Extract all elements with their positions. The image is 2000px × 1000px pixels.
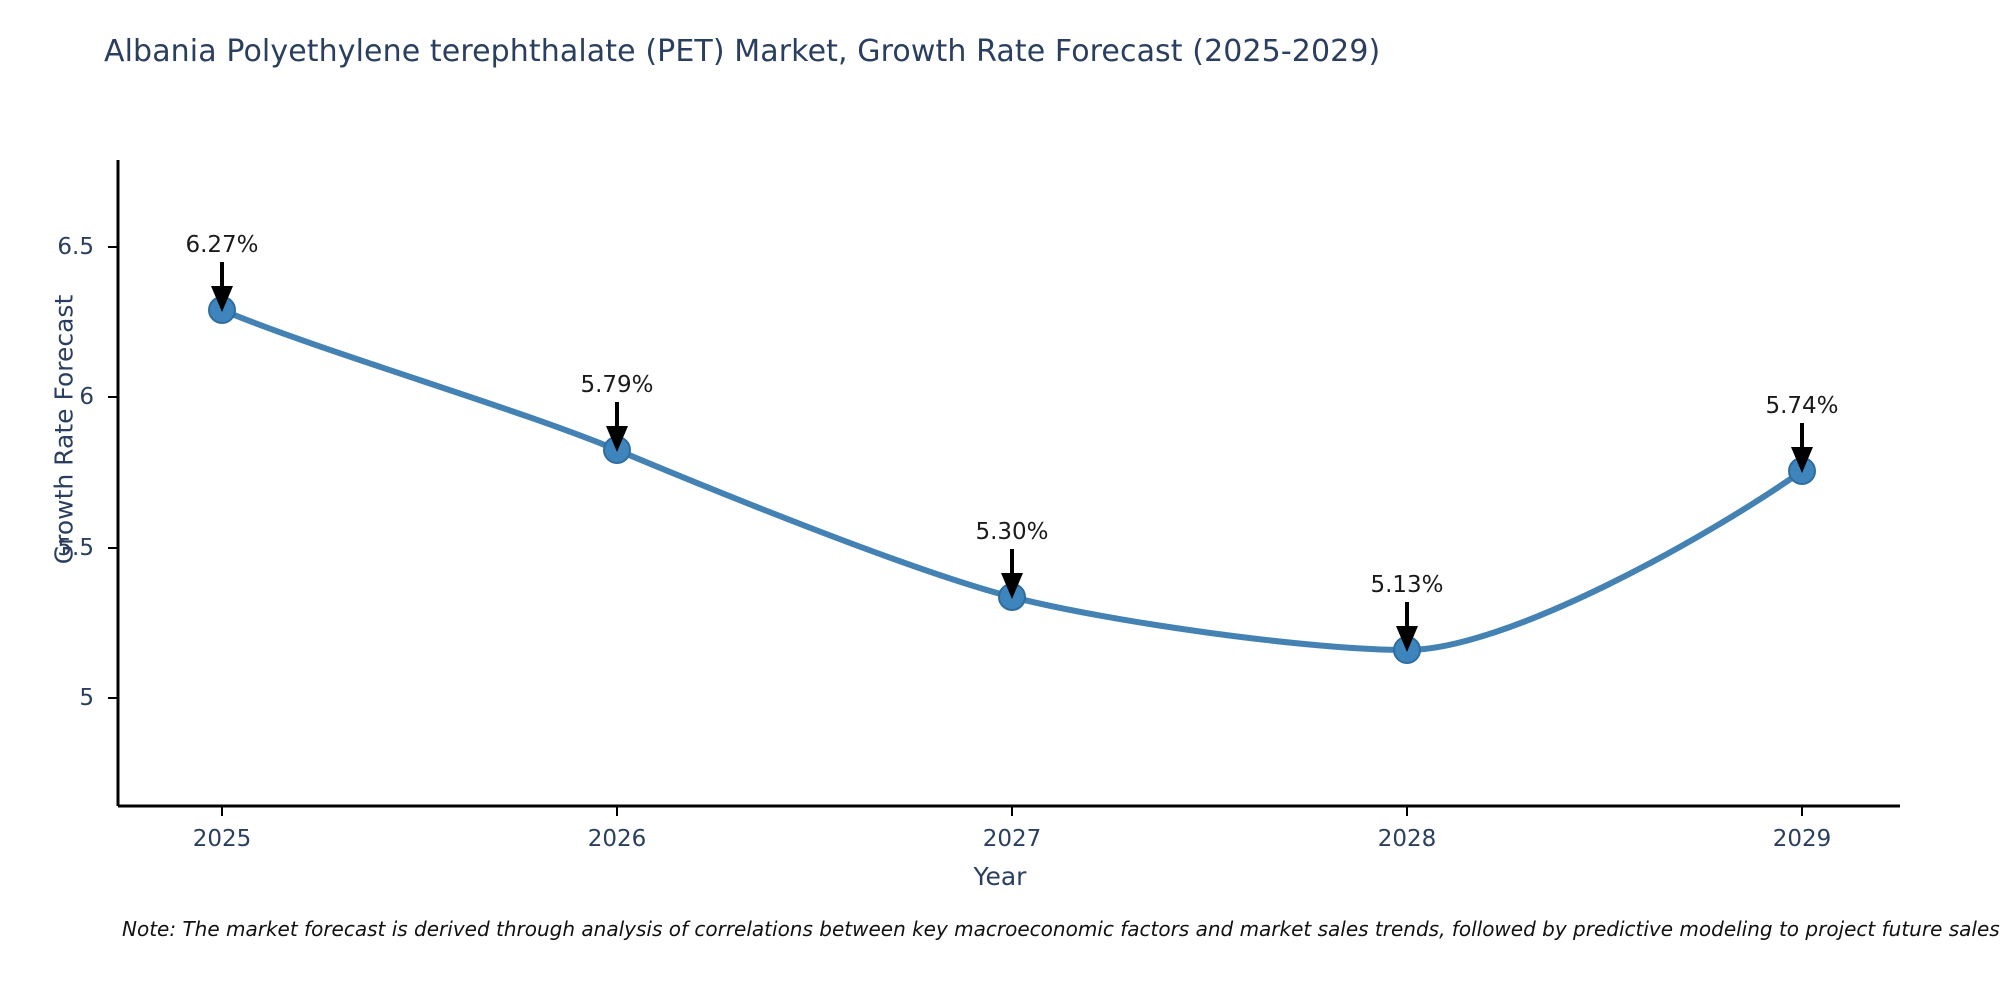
data-point-label: 6.27%	[185, 232, 259, 258]
y-tick-label: 6	[79, 384, 94, 410]
x-tick-label: 2026	[587, 826, 647, 852]
data-point-label: 5.30%	[975, 519, 1049, 545]
chart-title: Albania Polyethylene terephthalate (PET)…	[104, 34, 1381, 69]
data-point-label: 5.13%	[1370, 572, 1444, 598]
data-point-label: 5.74%	[1765, 393, 1839, 419]
data-point-label: 5.79%	[580, 372, 654, 398]
annotation-arrow-icon	[1001, 549, 1023, 599]
annotation-arrow-icon	[606, 402, 628, 452]
x-tick-label: 2029	[1772, 826, 1832, 852]
x-tick-label: 2028	[1377, 826, 1437, 852]
annotation-arrows	[211, 262, 1813, 652]
annotation-arrow-icon	[1791, 423, 1813, 473]
y-axis-ticks	[108, 246, 118, 699]
annotation-arrow-icon	[1396, 602, 1418, 652]
data-markers	[208, 296, 1816, 664]
y-tick-label: 6.5	[57, 234, 94, 260]
chart-footnote: Note: The market forecast is derived thr…	[122, 917, 2000, 941]
x-tick-label: 2027	[982, 826, 1042, 852]
x-tick-label: 2025	[192, 826, 252, 852]
x-axis-title: Year	[973, 862, 1027, 891]
y-tick-label: 5.5	[57, 535, 94, 561]
y-tick-label: 5	[79, 685, 94, 711]
x-axis-ticks	[221, 806, 1803, 816]
annotation-arrow-icon	[211, 262, 233, 312]
